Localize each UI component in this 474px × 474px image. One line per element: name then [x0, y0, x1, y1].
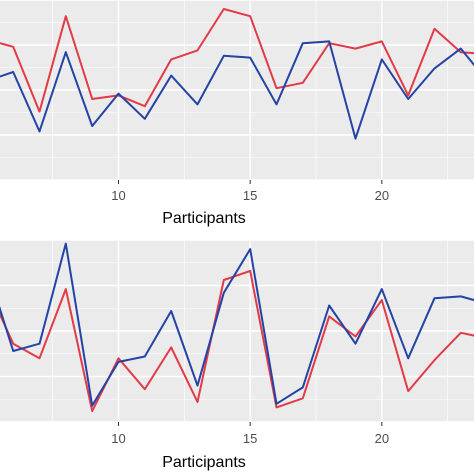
series-line-1: [0, 269, 474, 413]
x-tick-label: 15: [243, 431, 257, 446]
top-chart: 10 15 20 Participants: [0, 0, 474, 227]
x-axis-title: Participants: [162, 454, 246, 471]
series-line-2: [0, 40, 474, 140]
x-tick-label: 20: [375, 188, 389, 203]
x-tick-label: 20: [375, 431, 389, 446]
series-line-2: [0, 242, 474, 407]
bottom-chart: 10 15 20 Participants: [0, 240, 474, 471]
x-tick-label: 10: [111, 188, 125, 203]
x-tick-label: 15: [243, 188, 257, 203]
gridlines: [0, 240, 474, 422]
series-line-1: [0, 8, 474, 113]
x-axis-title: Participants: [162, 210, 246, 227]
x-tick-label: 10: [111, 431, 125, 446]
